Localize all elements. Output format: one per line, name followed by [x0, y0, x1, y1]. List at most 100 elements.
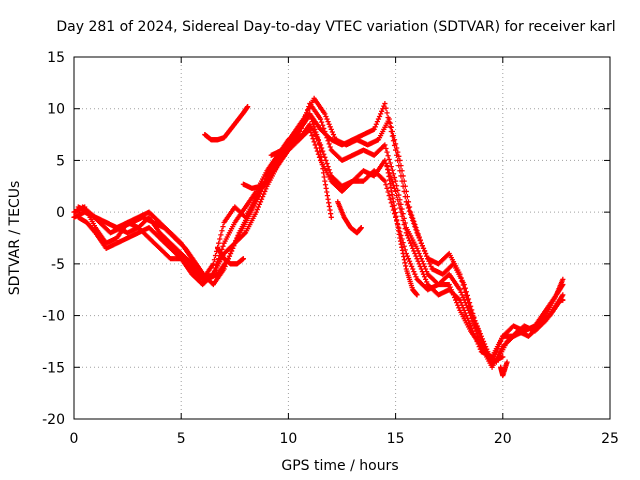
data-point	[312, 142, 318, 148]
data-point	[312, 126, 318, 132]
data-point	[322, 111, 328, 117]
data-point	[411, 269, 417, 275]
data-point	[471, 314, 477, 320]
data-point	[326, 167, 332, 173]
data-point	[403, 188, 409, 195]
data-point	[394, 145, 400, 151]
data-point	[326, 121, 332, 127]
data-point	[409, 243, 415, 249]
y-tick-label: 5	[56, 153, 65, 169]
data-point	[331, 134, 338, 140]
x-tick-label: 0	[70, 431, 79, 447]
x-tick-label: 5	[177, 431, 186, 447]
data-point	[217, 236, 223, 242]
data-point	[473, 321, 479, 327]
data-point	[409, 263, 415, 270]
data-point	[321, 151, 327, 157]
data-point	[456, 305, 462, 311]
data-point	[310, 136, 316, 142]
data-point	[402, 226, 408, 232]
grid-lines	[74, 57, 610, 419]
y-axis-label: SDTVAR / TECUs	[7, 181, 23, 296]
data-point	[397, 157, 403, 164]
data-point	[427, 261, 433, 267]
data-point	[384, 149, 390, 155]
data-point	[416, 234, 422, 240]
data-point	[322, 154, 328, 160]
data-point	[560, 292, 566, 298]
data-point	[267, 165, 273, 171]
data-point	[254, 206, 260, 213]
data-point	[314, 131, 320, 138]
data-point	[323, 113, 329, 120]
data-point	[383, 145, 389, 152]
data-point	[220, 243, 226, 249]
data-point	[227, 250, 234, 257]
data-point	[408, 209, 414, 215]
data-point	[418, 266, 424, 272]
data-point	[399, 213, 405, 219]
data-point	[406, 237, 413, 244]
data-point	[420, 271, 427, 277]
data-point	[405, 205, 412, 211]
data-point	[253, 209, 259, 215]
data-point	[415, 258, 421, 264]
data-point	[413, 225, 419, 231]
data-point	[372, 124, 378, 130]
data-point	[456, 296, 462, 302]
data-point	[463, 312, 469, 319]
data-point	[414, 292, 420, 298]
data-point	[460, 294, 466, 301]
data-point	[413, 253, 419, 259]
data-point	[459, 292, 465, 298]
data-point	[401, 178, 407, 184]
data-point	[310, 121, 316, 127]
data-point	[325, 138, 331, 144]
data-point	[381, 177, 387, 183]
data-point	[417, 263, 423, 270]
series-track-9	[268, 111, 334, 220]
data-point	[376, 113, 383, 120]
data-point	[317, 116, 324, 122]
data-point	[404, 232, 410, 239]
series-track-7	[215, 245, 246, 267]
data-point	[449, 289, 456, 295]
data-point	[403, 230, 409, 236]
data-point	[374, 119, 380, 125]
data-point	[328, 214, 334, 220]
data-point	[375, 116, 382, 122]
data-point	[386, 192, 392, 199]
axis-ticks	[73, 56, 611, 420]
data-point	[414, 256, 420, 262]
data-point	[391, 174, 398, 181]
data-point	[314, 134, 321, 140]
data-point	[382, 178, 388, 184]
data-point	[219, 228, 225, 234]
data-point	[226, 253, 233, 259]
data-point	[384, 185, 390, 191]
data-point	[388, 124, 394, 130]
y-tick-label: 15	[47, 50, 65, 66]
y-tick-label: -20	[42, 412, 65, 428]
data-point	[412, 250, 418, 257]
data-point	[406, 204, 413, 210]
data-point	[560, 281, 566, 288]
data-point	[307, 126, 313, 132]
data-point	[504, 359, 510, 365]
data-point	[241, 231, 248, 237]
data-point	[216, 240, 222, 246]
data-point	[417, 237, 423, 243]
data-point	[428, 263, 434, 270]
data-point	[387, 120, 393, 126]
data-point	[394, 192, 400, 199]
data-point	[410, 245, 416, 251]
data-point	[259, 196, 265, 202]
data-point	[385, 189, 391, 195]
y-tick-label: -5	[51, 257, 65, 273]
data-point	[410, 215, 416, 221]
data-point	[385, 153, 391, 159]
series-track-12	[498, 359, 510, 379]
data-point	[311, 139, 317, 145]
data-point	[260, 194, 266, 200]
